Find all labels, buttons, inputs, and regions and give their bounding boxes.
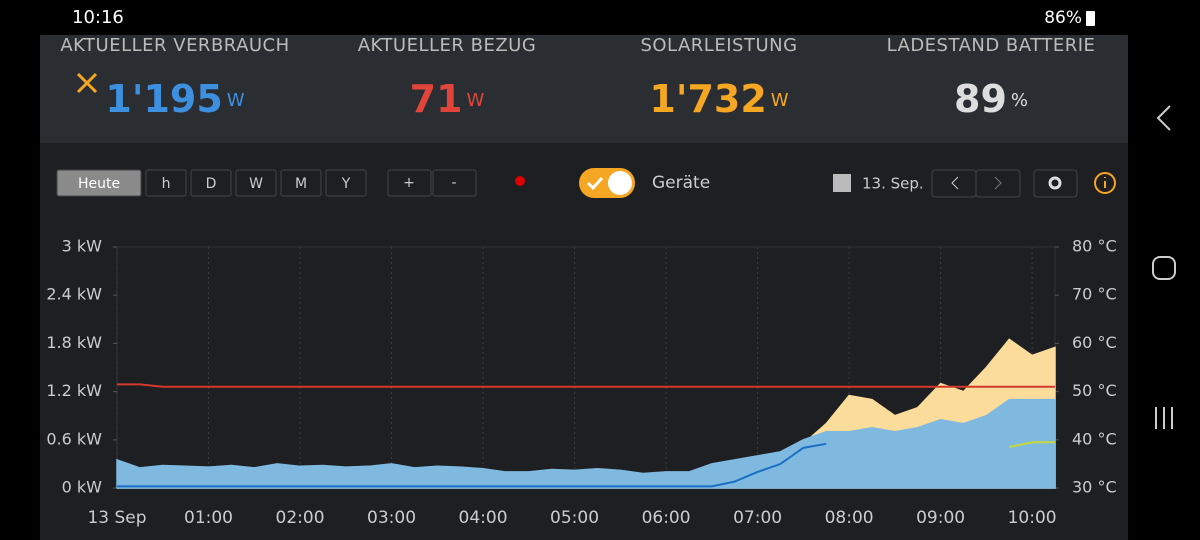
x-tick-label: 03:00 [367,508,416,528]
metric-value: 89% [954,77,1028,121]
settings-icon [1048,176,1062,190]
range-label: D [206,176,217,192]
toggle-label: Geräte [652,173,710,193]
x-tick-label: 05:00 [550,508,599,528]
zoom-button[interactable] [432,169,477,197]
range-label: Heute [78,176,120,192]
metric-number: 1'732 [649,77,766,121]
y-tick-label: 0.6 kW [46,429,102,448]
toggle-check [586,176,604,191]
y2-tick-label: 60 °C [1072,333,1117,352]
x-tick-label: 02:00 [276,508,325,528]
y-tick-label: 2.4 kW [46,285,102,304]
x-tick-label: 10:00 [1008,508,1057,528]
clock: 10:16 [72,7,124,28]
prev-button[interactable] [931,169,977,198]
battery-level: 86% [1044,8,1082,28]
y2-tick-label: 70 °C [1072,285,1117,304]
metric-unit: W [227,90,245,111]
zoom-label: - [451,175,456,191]
nav-back[interactable] [1156,105,1171,131]
metric-label: AKTUELLER BEZUG [358,35,537,56]
x-tick-label: 09:00 [916,508,965,528]
toggle-knob [608,171,632,195]
close-icon[interactable] [76,72,98,94]
zoom-button[interactable] [387,169,432,197]
metric-unit: % [1011,90,1028,111]
metric-value: 1'195 W [105,77,244,121]
metric-label: SOLARLEISTUNG [640,35,797,56]
x-tick-label: 08:00 [825,508,874,528]
line [117,383,1055,388]
metric-label: AKTUELLER VERBRAUCH [60,35,289,56]
battery-icon [1086,11,1095,26]
range-button[interactable] [325,169,367,197]
next-icon [994,176,1002,190]
metric-number: 1'195 [105,77,222,121]
metric-value: 71 W [410,77,485,121]
y-tick-label: 1.8 kW [46,333,102,352]
x-tick-label: 07:00 [733,508,782,528]
calendar-icon[interactable] [833,174,851,192]
range-label: h [162,176,171,192]
metric-unit: W [467,90,485,111]
toolbar: Heute h D W M Y + - [56,169,477,197]
y-tick-label: 0 kW [62,478,103,497]
y-tick-label: 3 kW [62,237,103,256]
y2-tick-label: 80 °C [1072,237,1117,256]
zoom-label: + [403,175,415,191]
x-tick-label: 13 Sep [87,508,146,528]
range-button[interactable] [145,169,187,197]
settings-button[interactable] [1033,169,1078,198]
nav-recents[interactable] [1155,407,1173,429]
metric-value: 1'732 W [649,77,788,121]
metric-number: 71 [410,77,463,121]
y2-tick-label: 30 °C [1072,478,1117,497]
x-tick-label: 01:00 [184,508,233,528]
line [1009,441,1055,449]
next-button[interactable] [975,169,1021,198]
prev-icon [951,176,959,190]
header-panel [40,35,1128,143]
line [117,442,827,488]
range-button[interactable] [280,169,322,197]
range-label: M [295,176,307,192]
y-tick-label: 1.2 kW [46,381,102,400]
chart: 13 Sep 01:00 02:00 03:00 04:00 05:00 06:00 07:0… [46,237,1116,529]
x-tick-label: 06:00 [642,508,691,528]
y2-tick-label: 50 °C [1072,381,1117,400]
date-label: 13. Sep. [862,175,924,193]
nav-home[interactable] [1152,256,1176,280]
record-dot [515,176,525,186]
range-button[interactable] [56,169,142,197]
y2-tick-label: 40 °C [1072,429,1117,448]
range-label: W [249,176,263,192]
metric-number: 89 [954,77,1007,121]
metric-label: LADESTAND BATTERIE [887,35,1096,56]
x-tick-label: 04:00 [459,508,508,528]
metric-unit: W [771,90,789,111]
range-label: Y [341,176,351,192]
area [116,398,1056,489]
range-button[interactable] [235,169,277,197]
range-button[interactable] [190,169,232,197]
info-button[interactable] [1094,172,1116,194]
